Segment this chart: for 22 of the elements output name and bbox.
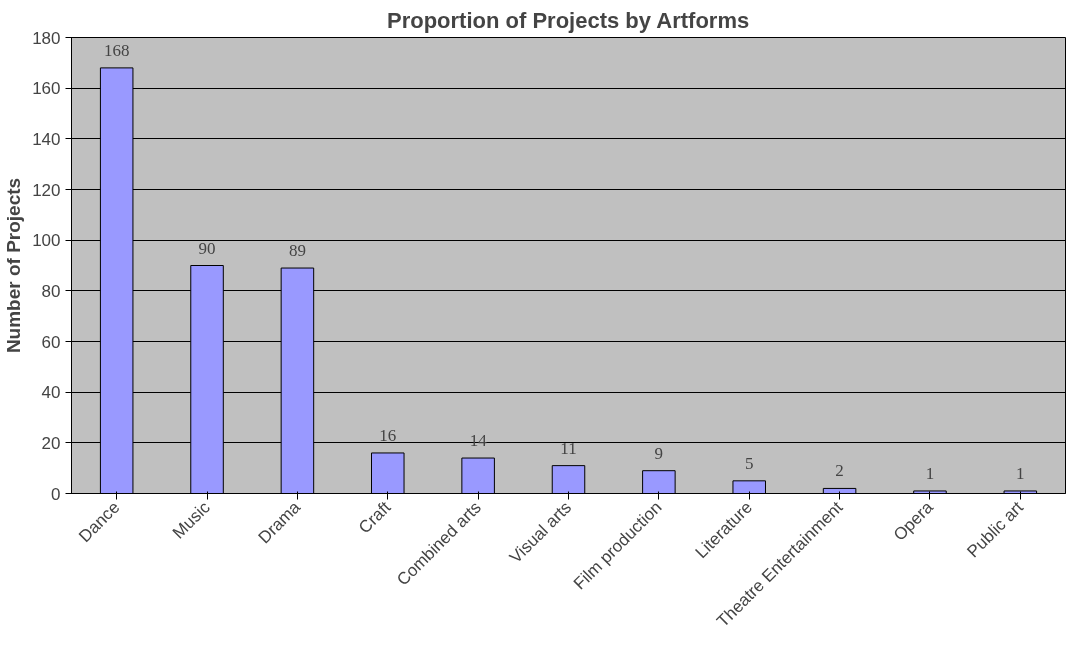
data-label: 2 <box>835 461 844 481</box>
y-tick-label: 20 <box>41 433 61 453</box>
data-label: 16 <box>379 425 397 445</box>
data-label: 5 <box>744 453 754 473</box>
y-tick-label: 40 <box>41 383 61 403</box>
data-label: 9 <box>654 443 664 463</box>
y-tick-label: 80 <box>41 281 61 301</box>
data-label: 89 <box>288 241 306 261</box>
y-tick-label: 60 <box>41 332 61 352</box>
y-tick-label: 120 <box>32 180 61 200</box>
data-label: 1 <box>925 463 935 483</box>
y-tick-label: 140 <box>32 129 61 149</box>
data-label: 90 <box>198 238 216 258</box>
chart-title: Proportion of Projects by Artforms <box>386 7 750 33</box>
data-label: 11 <box>560 438 577 458</box>
y-tick-label: 180 <box>32 28 61 48</box>
y-tick-label: 160 <box>32 79 61 99</box>
y-axis-title: Number of Projects <box>3 177 25 354</box>
data-label: 168 <box>103 40 130 60</box>
y-tick-label: 0 <box>51 484 61 504</box>
y-tick-label: 100 <box>32 231 61 251</box>
data-label: 1 <box>1016 463 1025 483</box>
